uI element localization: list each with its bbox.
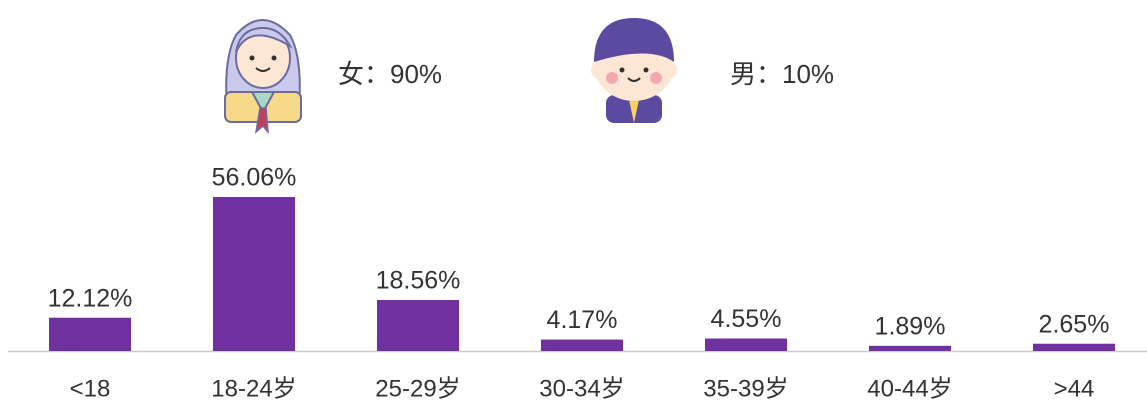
bar: [705, 338, 787, 351]
value-label: 12.12%: [48, 284, 133, 312]
bar: [49, 317, 131, 351]
value-label: 4.55%: [711, 305, 782, 333]
female-icon: [224, 19, 302, 135]
value-label: 1.89%: [875, 312, 946, 340]
x-tick-label: 25-29岁: [375, 375, 460, 402]
bar: [1033, 343, 1115, 351]
male-label: 男：10%: [730, 59, 834, 89]
bar: [541, 339, 623, 351]
value-label: 4.17%: [547, 306, 618, 334]
x-tick-label: 40-44岁: [867, 375, 952, 402]
x-tick-label: 18-24岁: [211, 375, 296, 402]
value-label: 2.65%: [1039, 310, 1110, 338]
male-icon: [591, 18, 677, 123]
bar: [213, 197, 295, 351]
value-label: 18.56%: [376, 267, 461, 295]
x-tick-label: 35-39岁: [703, 375, 788, 402]
x-tick-label: >44: [1054, 375, 1095, 402]
x-tick-label: 30-34岁: [539, 375, 624, 402]
bar: [377, 300, 459, 351]
female-label: 女：90%: [338, 59, 442, 89]
bar: [869, 345, 951, 351]
x-tick-label: <18: [70, 375, 111, 402]
value-label: 56.06%: [212, 164, 297, 192]
